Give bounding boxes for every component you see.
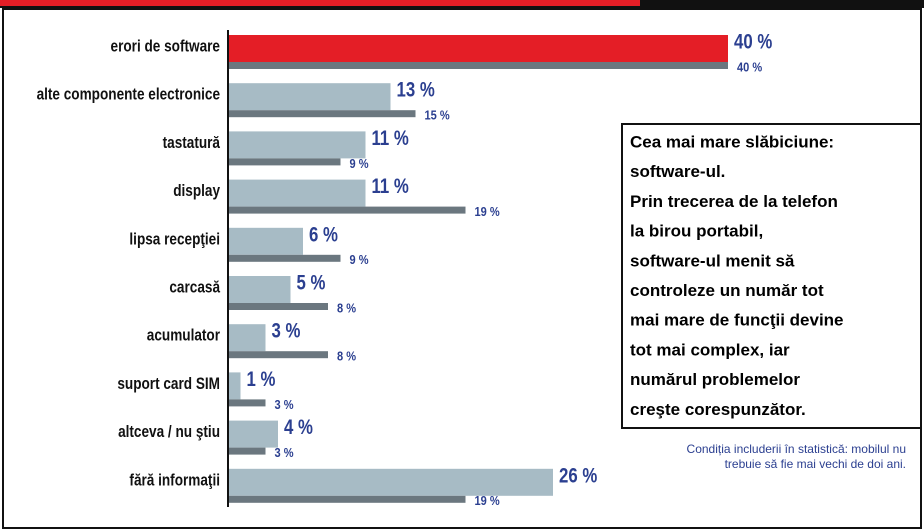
category-label: fără informaţii [129,471,220,490]
bar-secondary [228,158,341,166]
bar [228,83,391,111]
note-line: mai mare de funcţii devine [630,311,844,330]
note-box [621,123,922,429]
bar [228,468,553,496]
value-label: 11 % [372,127,409,150]
value-label: 11 % [372,175,409,198]
bar-secondary [228,206,466,214]
value-label-secondary: 9 % [350,252,369,267]
value-label: 26 % [559,465,597,488]
note-line: software-ul menit să [630,251,795,270]
category-label: tastatură [163,134,221,153]
bar [228,420,278,448]
value-label-secondary: 19 % [475,493,500,508]
value-label-secondary: 8 % [337,349,356,364]
note-line: tot mai complex, iar [630,340,790,359]
note-line: Cea mai mare slăbiciune: [630,132,834,151]
category-label: display [173,182,220,201]
category-label: carcasă [169,278,220,297]
bar [228,131,366,159]
value-label-secondary: 3 % [275,397,294,412]
bar-secondary [228,399,266,407]
bar-secondary [228,254,341,262]
value-label-secondary: 9 % [350,156,369,171]
category-label: lipsa recepţiei [129,230,220,249]
value-label-secondary: 3 % [275,445,294,460]
bar [228,179,366,207]
category-label: suport card SIM [117,375,220,394]
value-label: 40 % [734,31,772,54]
bar [228,227,303,255]
category-label: altceva / nu ştiu [118,423,220,442]
note-line: software-ul. [630,162,725,181]
bar-secondary [228,351,328,359]
footnote-line: trebuie să fie mai vechi de doi ani. [725,457,906,471]
value-label-secondary: 19 % [475,204,500,219]
value-label: 1 % [247,368,276,391]
bar [228,276,291,303]
note-line: la birou portabil, [630,222,763,241]
category-label: alte componente electronice [37,85,221,104]
value-label-secondary: 40 % [737,60,762,75]
bar-secondary [228,447,266,455]
note-line: numărul problemelor [630,370,800,389]
value-label: 3 % [272,320,301,343]
note-line: Prin trecerea de la telefon [630,192,838,211]
value-label: 5 % [297,272,326,295]
value-label-secondary: 8 % [337,301,356,316]
title-strip [0,0,640,6]
bar [228,372,241,400]
bar-secondary [228,110,416,118]
note-line: controleze un număr tot [630,281,824,300]
category-label: acumulator [147,326,220,345]
value-label: 13 % [397,79,435,102]
footnote-line: Condiția includerii în statistică: mobil… [687,442,906,456]
bar-secondary [228,62,728,69]
category-label: erori de software [111,37,221,56]
bar-secondary [228,495,466,503]
value-label: 4 % [284,416,313,439]
value-label-secondary: 15 % [425,108,450,123]
value-label: 6 % [309,224,338,247]
bar [228,324,266,352]
bar [228,35,728,62]
note-line: creşte corespunzător. [630,400,806,419]
bar-secondary [228,303,328,310]
